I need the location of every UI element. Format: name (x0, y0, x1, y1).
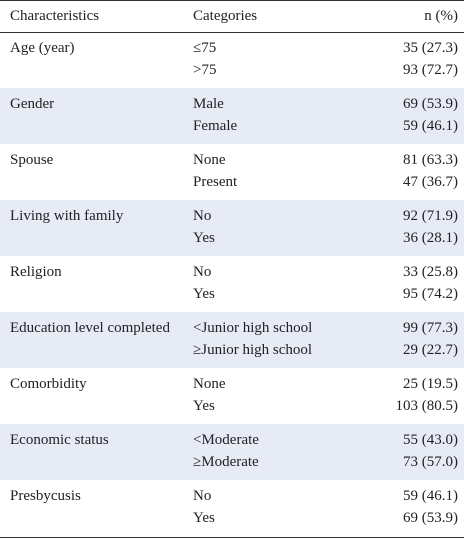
characteristic: Comorbidity (10, 376, 87, 392)
category: <Moderate (193, 432, 259, 448)
category: Present (193, 174, 238, 190)
category: No (193, 488, 212, 504)
category: <Junior high school (193, 320, 313, 336)
category: Yes (193, 286, 215, 302)
count: 93 (72.7) (403, 62, 458, 78)
count: 36 (28.1) (403, 230, 458, 246)
row-group: Education level completed <Junior high sc… (0, 312, 464, 368)
characteristic: Gender (10, 96, 55, 112)
count: 59 (46.1) (403, 118, 458, 134)
category: >75 (193, 62, 217, 78)
characteristic: Economic status (10, 432, 109, 448)
count: 69 (53.9) (403, 96, 458, 112)
characteristic: Spouse (10, 152, 54, 168)
row-group: Religion No 33 (25.8) Yes 95 (74.2) (0, 256, 464, 312)
count: 95 (74.2) (403, 286, 458, 302)
count: 35 (27.3) (403, 40, 458, 56)
characteristic: Education level completed (10, 320, 170, 336)
category: No (193, 208, 212, 224)
characteristic: Age (year) (10, 40, 75, 56)
category: ≥Moderate (193, 454, 259, 470)
count: 25 (19.5) (403, 376, 458, 392)
header-cell: Categories (193, 8, 258, 24)
count: 55 (43.0) (403, 432, 458, 448)
row-group: Comorbidity None 25 (19.5) Yes 103 (80.5) (0, 368, 464, 424)
category: ≤75 (193, 40, 217, 56)
category: Female (193, 118, 238, 134)
characteristic: Religion (10, 264, 62, 280)
row-group: Gender Male 69 (53.9) Female 59 (46.1) (0, 88, 464, 144)
header-cell: n (%) (424, 8, 458, 24)
category: None (193, 376, 226, 392)
category: None (193, 152, 226, 168)
count: 81 (63.3) (403, 152, 458, 168)
row-group: Spouse None 81 (63.3) Present 47 (36.7) (0, 144, 464, 200)
bottom-rule (0, 537, 464, 538)
count: 92 (71.9) (403, 208, 458, 224)
row-group: Presbycusis No 59 (46.1) Yes 69 (53.9) (0, 480, 464, 536)
characteristic: Living with family (10, 208, 124, 224)
characteristic: Presbycusis (10, 488, 81, 504)
category: Yes (193, 230, 215, 246)
count: 47 (36.7) (403, 174, 458, 190)
category: Yes (193, 398, 215, 414)
category: No (193, 264, 212, 280)
count: 99 (77.3) (403, 320, 458, 336)
count: 29 (22.7) (403, 342, 458, 358)
category: Yes (193, 510, 215, 526)
row-group: Living with family No 92 (71.9) Yes 36 (28.1… (0, 200, 464, 256)
count: 33 (25.8) (403, 264, 458, 280)
header-cell: Characteristics (10, 8, 100, 24)
count: 59 (46.1) (403, 488, 458, 504)
count: 73 (57.0) (403, 454, 458, 470)
category: Male (193, 96, 224, 112)
row-group: Economic status <Moderate 55 (43.0) ≥Modera… (0, 424, 464, 480)
count: 69 (53.9) (403, 510, 458, 526)
count: 103 (80.5) (395, 398, 459, 414)
category: ≥Junior high school (193, 342, 313, 358)
row-group: Age (year) ≤75 35 (27.3) >75 93 (72.7) (0, 32, 464, 88)
header-row: Characteristics Categories n (%) (0, 0, 464, 33)
